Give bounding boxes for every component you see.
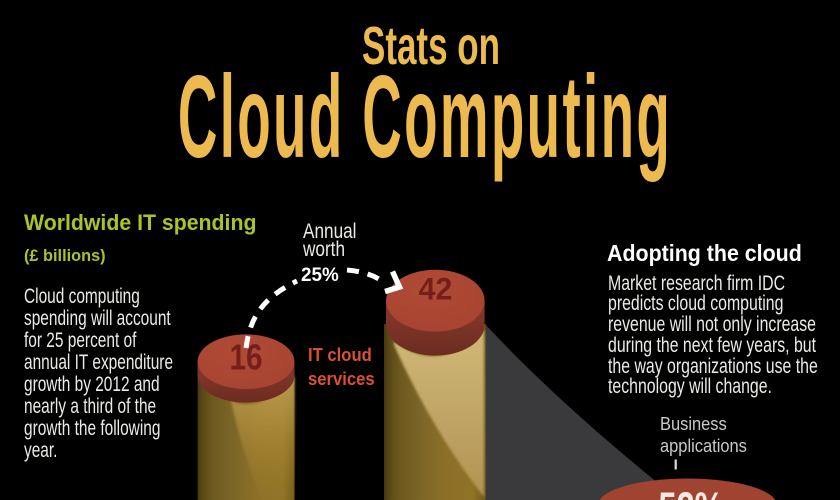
svg-text:42: 42 [419, 271, 453, 307]
svg-text:52%: 52% [658, 484, 723, 500]
